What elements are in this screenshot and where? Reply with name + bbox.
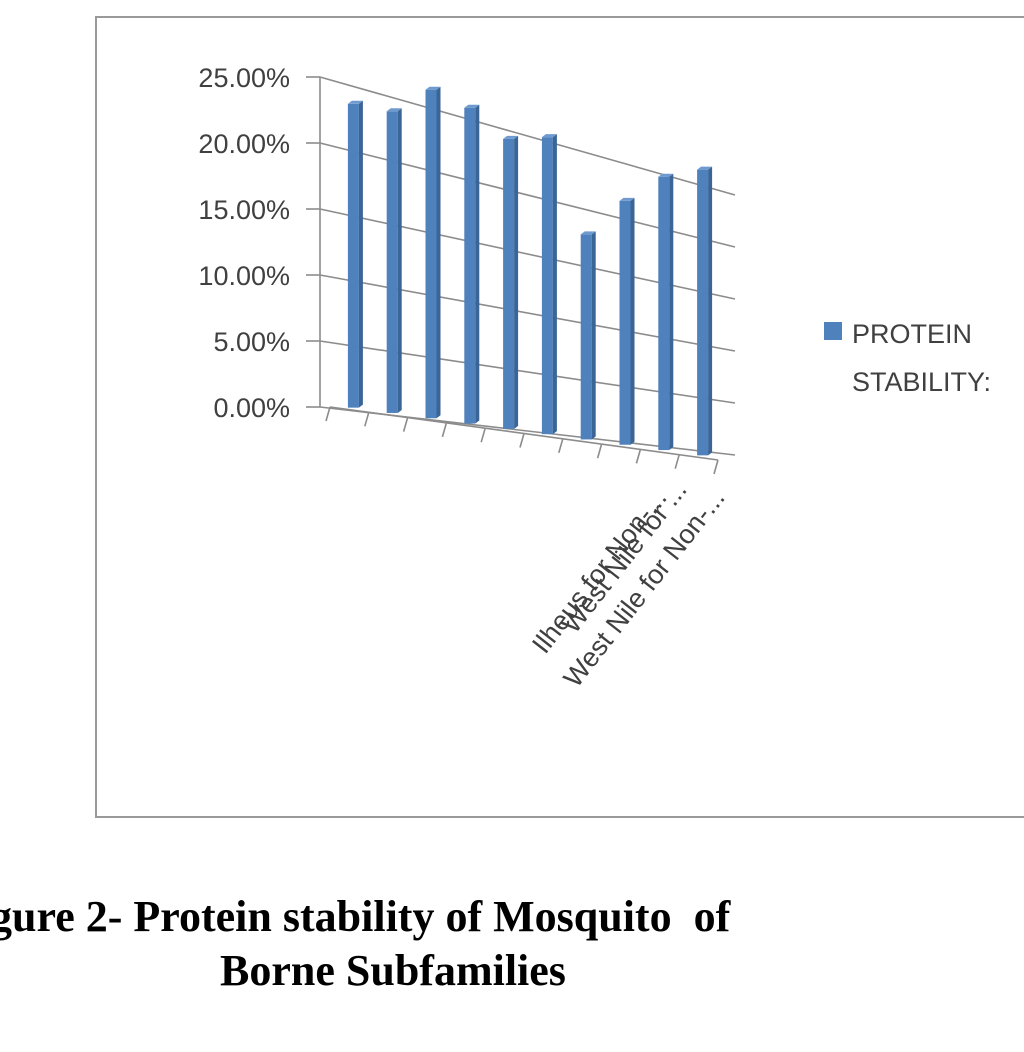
bar-top (619, 197, 635, 201)
bar (541, 137, 553, 435)
x-tick-mark (713, 459, 719, 475)
x-tick-mark (480, 427, 486, 443)
x-tick-mark (364, 412, 370, 427)
x-tick-mark (635, 449, 642, 464)
caption-line-1: gure 2- Protein stability of Mosquito of (0, 892, 731, 941)
bar-side (397, 108, 402, 413)
chart: 0.00% 5.00% 10.00% 15.00% 20.00% 25.00% Ilheu… (198, 63, 991, 693)
y-tick-labels: 0.00% 5.00% 10.00% 15.00% 20.00% 25.00% (198, 63, 290, 423)
axes (306, 76, 719, 475)
bar (697, 169, 709, 456)
y-tick-label: 25.00% (198, 63, 290, 93)
bar-top (658, 173, 674, 177)
bar-side (552, 134, 557, 435)
legend-swatch (824, 322, 842, 340)
x-tick-mark (325, 406, 331, 422)
bar-side (630, 197, 635, 445)
bar (347, 103, 359, 408)
chart-frame (95, 16, 1024, 818)
y-tick-label: 20.00% (198, 129, 290, 159)
bar (425, 89, 437, 419)
y-tick-label: 10.00% (198, 261, 290, 291)
bar-side (591, 231, 596, 440)
legend-label-line1: PROTEIN (852, 319, 972, 349)
y-tick-label: 5.00% (213, 327, 290, 357)
bar-top (503, 135, 519, 139)
bar-top (464, 104, 480, 108)
x-tick-mark (402, 417, 409, 432)
legend-label-line2: STABILITY: (852, 367, 991, 397)
bar-top (580, 231, 596, 235)
bar (658, 176, 670, 451)
bar-top (347, 100, 363, 104)
bars (347, 86, 713, 456)
legend: PROTEIN STABILITY: (824, 319, 991, 397)
bar-side (708, 166, 713, 456)
figure-caption: gure 2- Protein stability of Mosquito of… (0, 890, 1024, 1052)
x-tick-mark (674, 454, 680, 469)
y-tick-label: 0.00% (213, 393, 290, 423)
bar (619, 200, 631, 445)
bar-side (669, 173, 674, 451)
bar (503, 138, 515, 429)
bar-side (358, 100, 363, 408)
y-tick-label: 15.00% (198, 195, 290, 225)
bar-side (514, 135, 519, 429)
x-tick-mark (558, 438, 564, 454)
x-tick-mark (441, 422, 448, 438)
x-category-labels: Ilheus for Non-...West Nile for ...West … (526, 475, 731, 693)
bar-side (475, 104, 480, 424)
x-tick-mark (519, 433, 525, 448)
bar (464, 107, 476, 424)
bar (580, 234, 592, 440)
bar (386, 111, 398, 413)
bar-top (386, 108, 402, 112)
bar-top (425, 86, 441, 90)
x-tick-mark (596, 443, 603, 459)
caption-line-2: Borne Subfamilies (220, 946, 566, 995)
bar-top (541, 134, 557, 138)
bar-side (436, 86, 441, 419)
bar-top (697, 166, 713, 170)
